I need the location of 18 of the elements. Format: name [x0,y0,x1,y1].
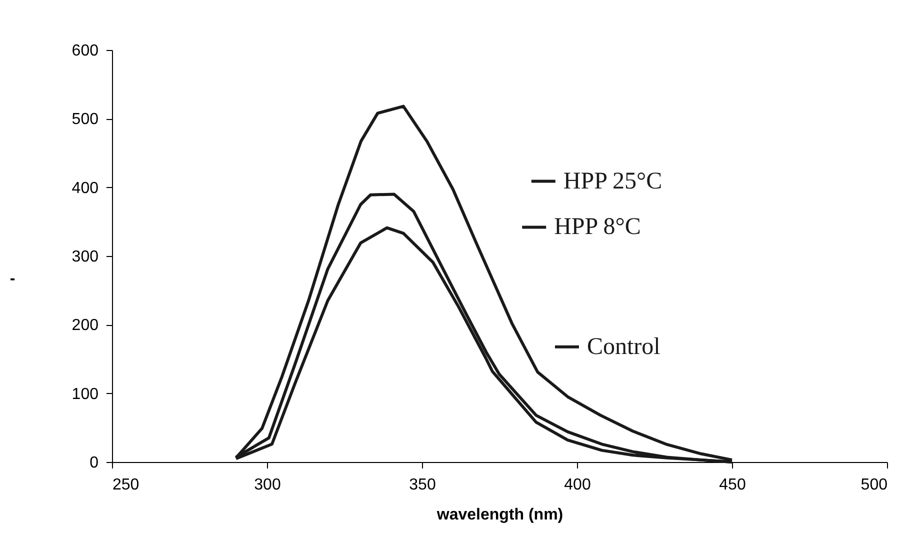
x-tick-label: 400 [564,476,591,494]
x-tick-label: 500 [860,476,888,494]
x-axis-title: wavelength (nm) [436,506,564,524]
y-tick-label: 200 [72,317,99,334]
legend-label: HPP 8°C [554,214,641,240]
y-tick-label: 500 [72,111,99,128]
x-tick-label: 450 [719,476,746,494]
y-axis-title: - [10,270,16,288]
y-tick-label: 300 [72,248,99,266]
x-tick-label: 250 [112,476,140,494]
legend-label: Control [586,334,661,360]
y-tick-label: 600 [72,42,99,60]
y-tick-label: 400 [72,180,99,197]
y-tick-label: 0 [90,454,99,472]
x-tick-label: 300 [254,476,281,494]
y-tick-label: 100 [72,386,99,403]
legend-label: HPP 25°C [563,168,662,194]
x-tick-label: 350 [409,476,436,494]
